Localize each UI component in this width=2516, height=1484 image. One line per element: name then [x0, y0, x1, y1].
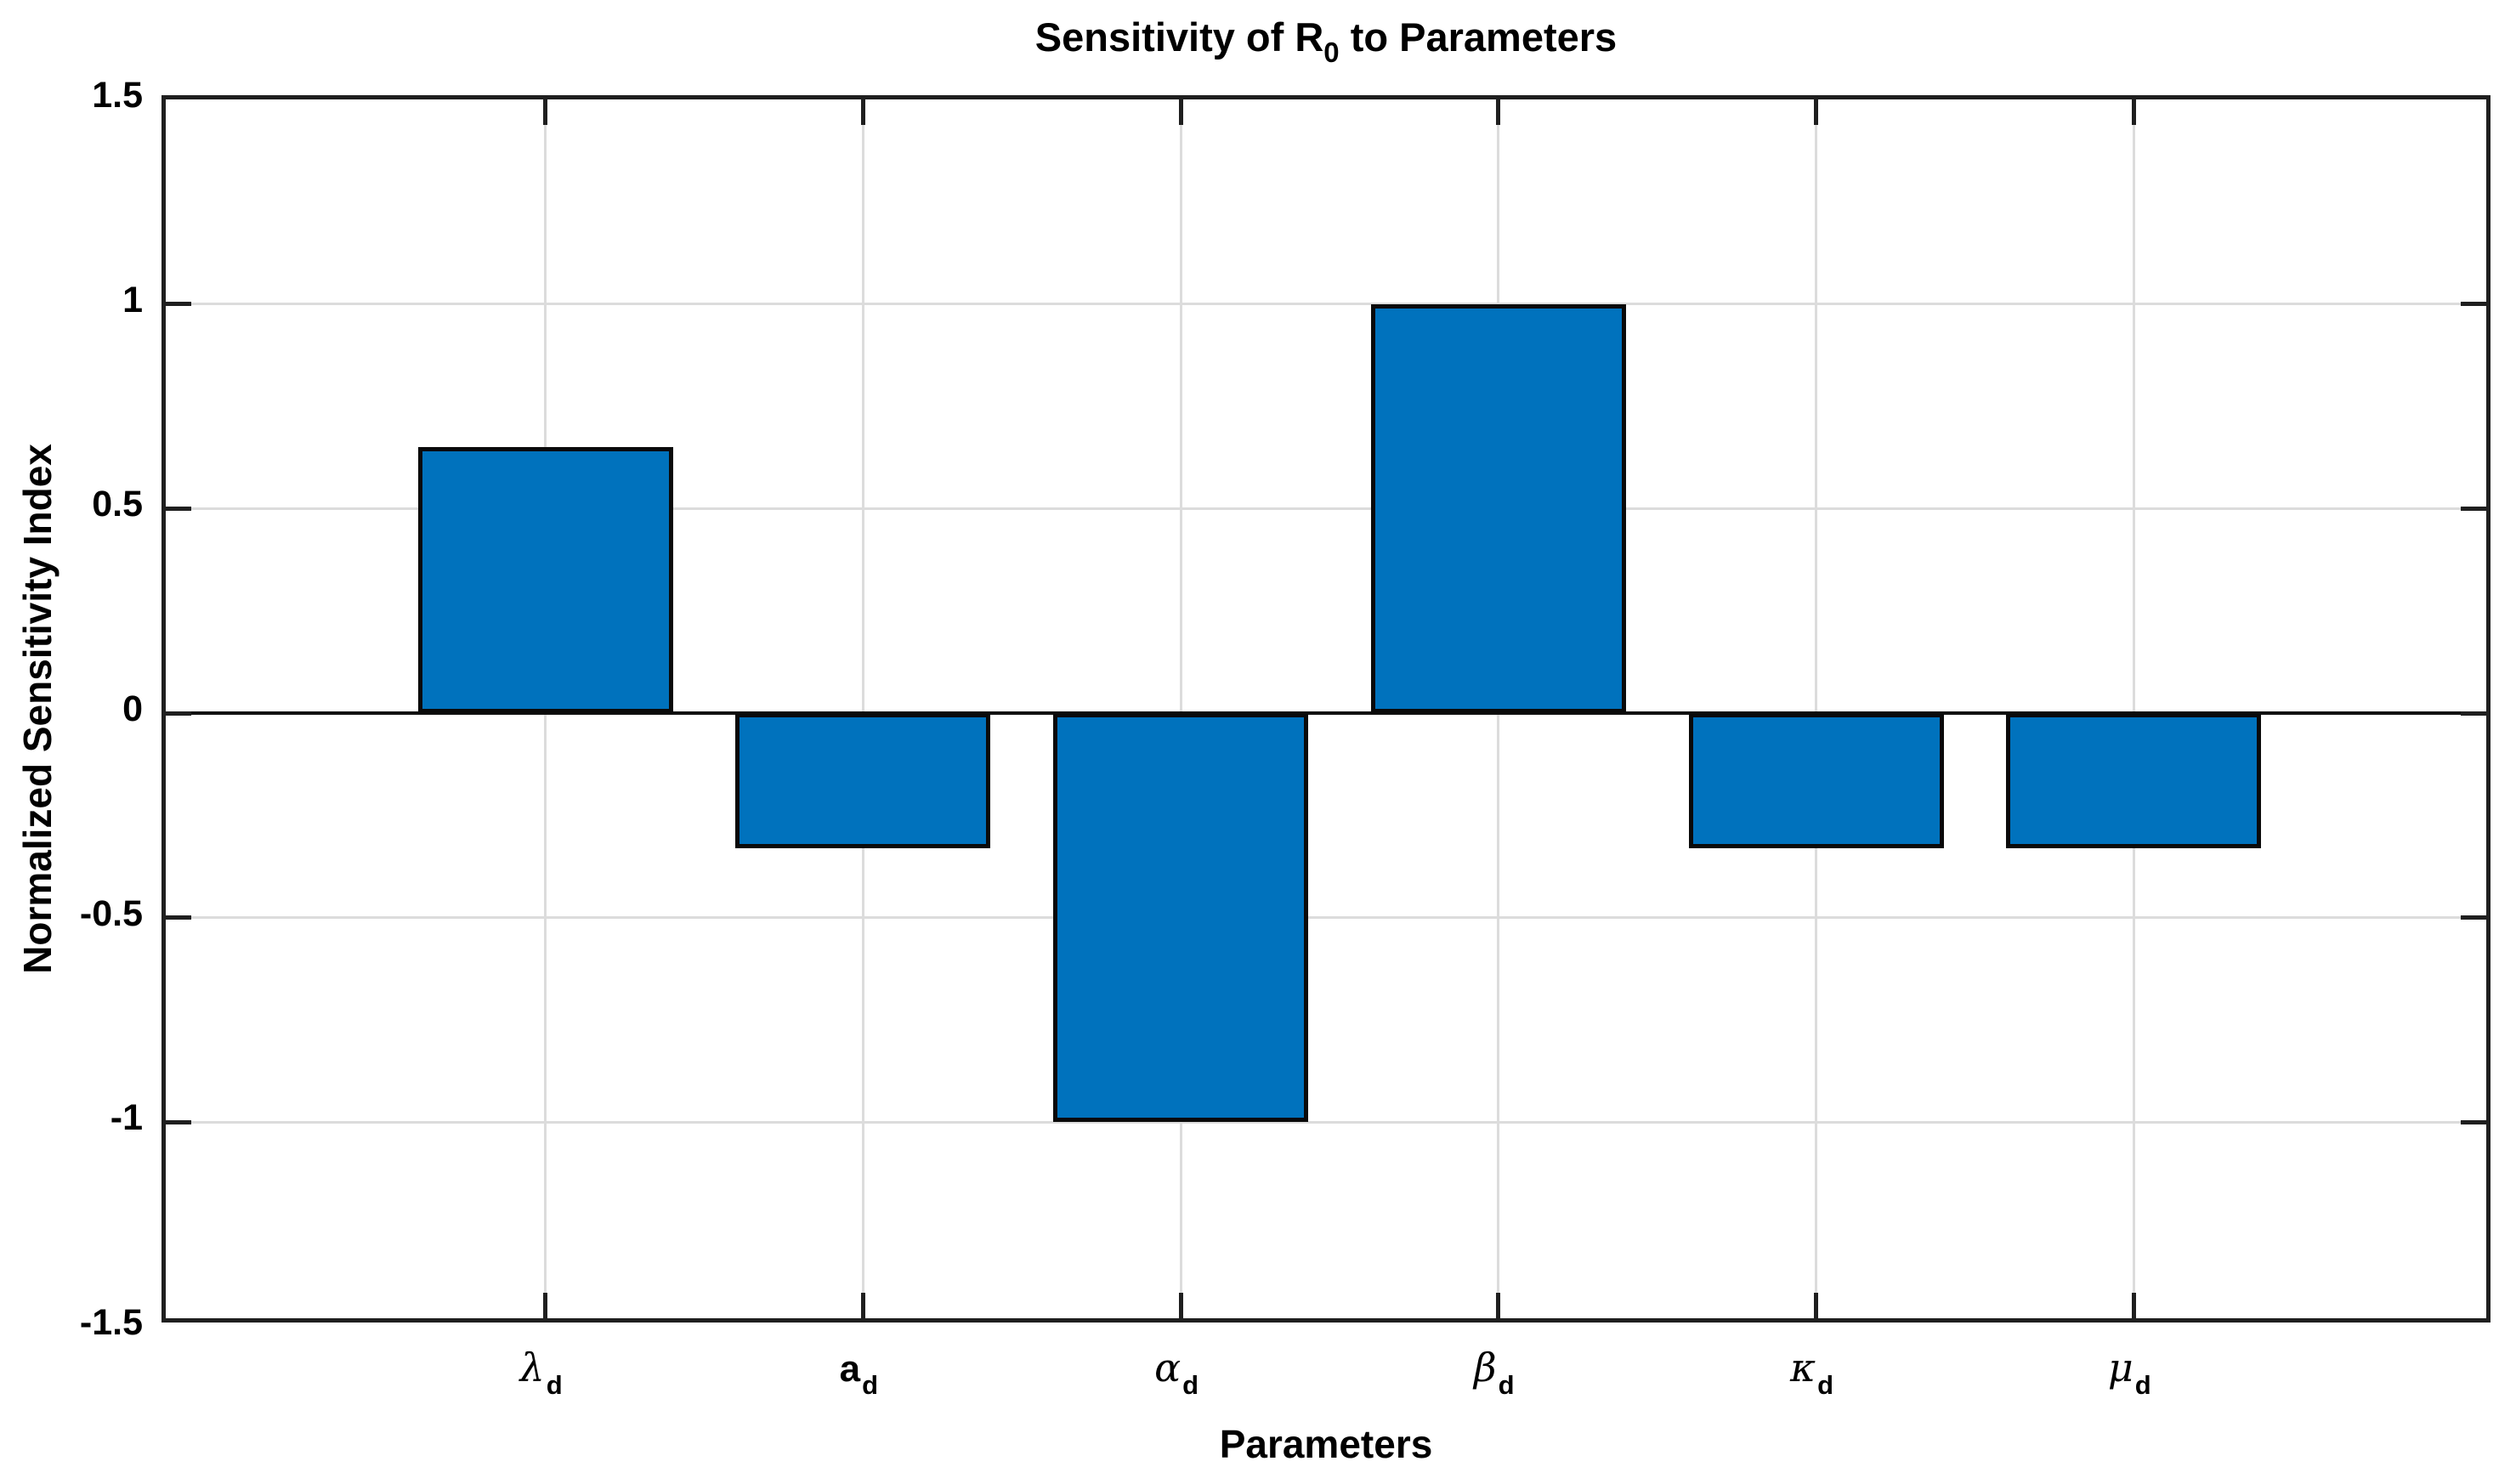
x-tick-subscript-kappa-d: d [1817, 1370, 1834, 1400]
bar-lambda-d [417, 447, 673, 713]
x-tick-label-lambda-d: λd [439, 1345, 643, 1400]
y-tick-label: 0.5 [92, 484, 143, 525]
x-tick-mark [543, 99, 548, 125]
y-tick-mark [2461, 1119, 2486, 1124]
y-tick-mark [166, 1119, 191, 1124]
x-tick-subscript-beta-d: d [1498, 1370, 1515, 1400]
x-tick-mark [543, 1293, 548, 1318]
x-tick-mark [1178, 1293, 1183, 1318]
v-gridline [1815, 99, 1818, 1318]
x-tick-mark [1814, 99, 1819, 125]
h-gridline [166, 916, 2486, 920]
chart-title: Sensitivity of R0 to Parameters [162, 14, 2490, 68]
x-tick-mark [2131, 99, 2136, 125]
x-tick-label-kappa-d: κd [1710, 1345, 1914, 1400]
chart-title-pre: Sensitivity of R [1034, 14, 1324, 59]
title-subscript: 0 [1323, 37, 1340, 68]
h-gridline [166, 303, 2486, 306]
x-tick-subscript-mu-d: d [2134, 1370, 2151, 1400]
x-tick-base-mu-d: μ [2107, 1345, 2134, 1391]
x-tick-base-lambda-d: λ [519, 1345, 545, 1391]
h-gridline [166, 1120, 2486, 1124]
x-tick-label-beta-d: βd [1392, 1345, 1596, 1400]
x-tick-label-a-d: ad [756, 1345, 960, 1400]
y-tick-label: 0 [122, 688, 143, 729]
x-tick-base-a-d: a [839, 1348, 861, 1390]
bar-beta-d [1370, 303, 1626, 713]
v-gridline [861, 99, 864, 1318]
x-tick-subscript-alpha-d: d [1182, 1370, 1199, 1400]
y-tick-mark [166, 711, 191, 716]
v-gridline [1179, 99, 1182, 1318]
x-tick-mark [2131, 1293, 2136, 1318]
x-tick-mark [860, 99, 865, 125]
y-tick-mark [166, 302, 191, 307]
y-tick-mark [2461, 506, 2486, 511]
bar-kappa-d [1688, 713, 1944, 848]
v-gridline [2132, 99, 2135, 1318]
y-tick-mark [166, 915, 191, 920]
y-tick-label: -1 [110, 1097, 143, 1139]
x-tick-label-mu-d: μd [2027, 1345, 2231, 1400]
bar-mu-d [2006, 713, 2262, 848]
x-tick-mark [860, 1293, 865, 1318]
x-tick-base-beta-d: β [1474, 1345, 1497, 1391]
x-tick-subscript-lambda-d: d [546, 1370, 563, 1400]
y-tick-mark [166, 506, 191, 511]
y-tick-mark [2461, 302, 2486, 307]
plot-area [162, 95, 2490, 1323]
bar-a-d [735, 713, 991, 848]
chart-title-post: to Parameters [1339, 14, 1618, 59]
x-tick-subscript-a-d: d [862, 1370, 879, 1400]
x-tick-mark [1814, 1293, 1819, 1318]
h-gridline [166, 507, 2486, 510]
x-tick-mark [1496, 99, 1501, 125]
zero-baseline [166, 711, 2486, 715]
x-tick-label-alpha-d: αd [1074, 1345, 1278, 1400]
x-tick-mark [1178, 99, 1183, 125]
x-tick-base-kappa-d: κ [1790, 1345, 1816, 1391]
bar-alpha-d [1053, 713, 1309, 1123]
y-tick-mark [2461, 915, 2486, 920]
y-tick-label: 1.5 [92, 75, 143, 116]
y-tick-label: -1.5 [79, 1302, 143, 1343]
x-tick-base-alpha-d: α [1154, 1345, 1182, 1391]
y-tick-label: 1 [122, 279, 143, 320]
x-axis-label: Parameters [1219, 1422, 1433, 1466]
y-tick-label: -0.5 [79, 892, 143, 934]
y-tick-mark [2461, 711, 2486, 716]
x-tick-mark [1496, 1293, 1501, 1318]
